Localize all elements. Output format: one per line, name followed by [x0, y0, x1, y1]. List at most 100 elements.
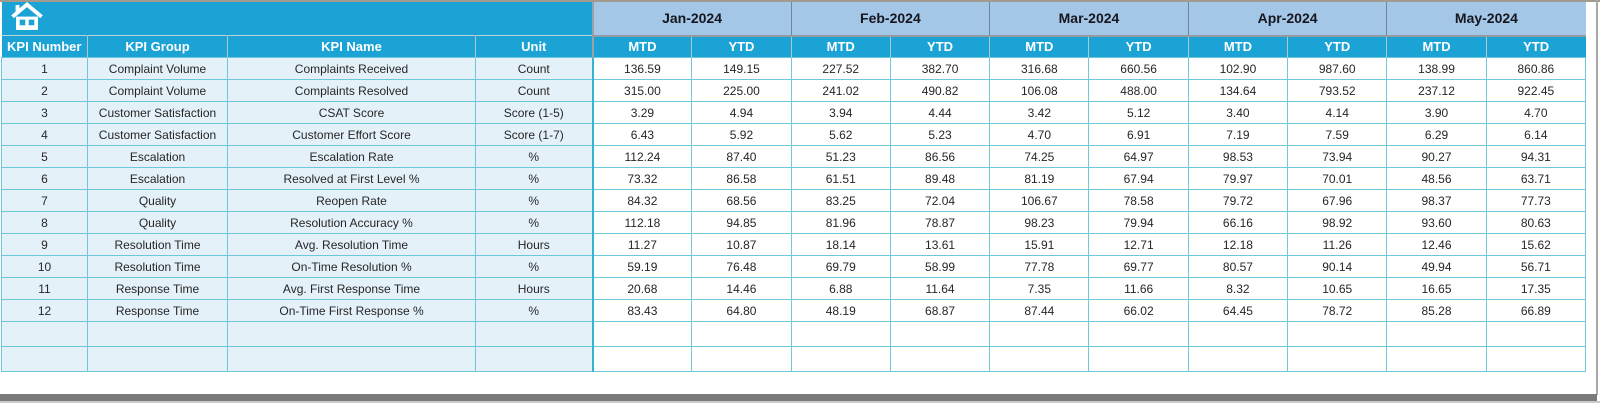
value-cell[interactable]: 112.18: [591, 211, 693, 234]
value-cell[interactable]: 86.58: [691, 167, 792, 190]
value-cell[interactable]: 81.19: [989, 167, 1090, 190]
value-cell[interactable]: 5.12: [1088, 101, 1189, 124]
value-cell[interactable]: [889, 346, 991, 372]
kpi-number-cell[interactable]: 5: [1, 145, 88, 168]
kpi-number-cell[interactable]: 4: [1, 123, 88, 146]
value-cell[interactable]: 6.88: [790, 277, 891, 300]
value-cell[interactable]: 382.70: [889, 57, 991, 80]
subheader-may-ytd[interactable]: YTD: [1485, 35, 1586, 58]
kpi-name-cell[interactable]: Avg. First Response Time: [227, 277, 476, 300]
kpi-name-cell[interactable]: Complaints Resolved: [227, 79, 476, 102]
value-cell[interactable]: 98.53: [1187, 145, 1289, 168]
unit-cell[interactable]: %: [475, 299, 594, 322]
value-cell[interactable]: 76.48: [691, 255, 792, 278]
value-cell[interactable]: [989, 346, 1090, 372]
value-cell[interactable]: 315.00: [591, 79, 693, 102]
month-header-apr[interactable]: Apr-2024: [1187, 2, 1387, 37]
value-cell[interactable]: 48.56: [1386, 167, 1487, 190]
value-cell[interactable]: 68.56: [691, 189, 792, 212]
unit-cell[interactable]: %: [475, 145, 594, 168]
value-cell[interactable]: 12.18: [1187, 233, 1289, 256]
value-cell[interactable]: 6.91: [1088, 123, 1189, 146]
kpi-number-cell[interactable]: [1, 346, 88, 372]
value-cell[interactable]: 66.16: [1187, 211, 1289, 234]
value-cell[interactable]: [1287, 346, 1388, 372]
value-cell[interactable]: [1485, 321, 1587, 347]
kpi-group-cell[interactable]: Customer Satisfaction: [87, 123, 228, 146]
unit-cell[interactable]: Count: [475, 57, 594, 80]
value-cell[interactable]: 149.15: [691, 57, 792, 80]
column-header-kpi-number[interactable]: KPI Number: [1, 35, 88, 58]
value-cell[interactable]: 90.14: [1287, 255, 1388, 278]
value-cell[interactable]: 66.89: [1485, 299, 1587, 322]
value-cell[interactable]: 136.59: [591, 57, 693, 80]
value-cell[interactable]: 15.62: [1485, 233, 1587, 256]
value-cell[interactable]: 138.99: [1386, 57, 1487, 80]
kpi-group-cell[interactable]: Quality: [87, 189, 228, 212]
value-cell[interactable]: [1386, 346, 1487, 372]
kpi-number-cell[interactable]: 1: [1, 57, 88, 80]
subheader-feb-mtd[interactable]: MTD: [790, 35, 891, 58]
unit-cell[interactable]: %: [475, 255, 594, 278]
subheader-mar-mtd[interactable]: MTD: [989, 35, 1089, 58]
value-cell[interactable]: 84.32: [591, 189, 693, 212]
kpi-group-cell[interactable]: [87, 346, 228, 372]
value-cell[interactable]: 73.94: [1287, 145, 1388, 168]
column-header-kpi-name[interactable]: KPI Name: [227, 35, 476, 58]
kpi-group-cell[interactable]: Customer Satisfaction: [87, 101, 228, 124]
value-cell[interactable]: 94.85: [691, 211, 792, 234]
value-cell[interactable]: 106.67: [989, 189, 1090, 212]
kpi-number-cell[interactable]: 11: [1, 277, 88, 300]
home-button[interactable]: [10, 2, 45, 30]
value-cell[interactable]: 922.45: [1485, 79, 1587, 102]
kpi-name-cell[interactable]: On-Time First Response %: [227, 299, 476, 322]
column-header-unit[interactable]: Unit: [475, 35, 593, 58]
value-cell[interactable]: 3.42: [989, 101, 1090, 124]
value-cell[interactable]: 87.40: [691, 145, 792, 168]
value-cell[interactable]: 4.70: [1485, 101, 1587, 124]
value-cell[interactable]: 83.25: [790, 189, 891, 212]
value-cell[interactable]: 225.00: [691, 79, 792, 102]
kpi-name-cell[interactable]: [227, 346, 476, 372]
value-cell[interactable]: 77.78: [989, 255, 1090, 278]
value-cell[interactable]: 72.04: [889, 189, 991, 212]
value-cell[interactable]: 3.40: [1187, 101, 1289, 124]
value-cell[interactable]: 488.00: [1088, 79, 1189, 102]
value-cell[interactable]: 69.79: [790, 255, 891, 278]
value-cell[interactable]: 660.56: [1088, 57, 1189, 80]
value-cell[interactable]: [1088, 321, 1189, 347]
kpi-number-cell[interactable]: 10: [1, 255, 88, 278]
unit-cell[interactable]: [475, 321, 594, 347]
value-cell[interactable]: 56.71: [1485, 255, 1587, 278]
value-cell[interactable]: [1386, 321, 1487, 347]
value-cell[interactable]: 90.27: [1386, 145, 1487, 168]
value-cell[interactable]: 80.63: [1485, 211, 1587, 234]
value-cell[interactable]: [889, 321, 991, 347]
value-cell[interactable]: 83.43: [591, 299, 693, 322]
kpi-number-cell[interactable]: 7: [1, 189, 88, 212]
value-cell[interactable]: [989, 321, 1090, 347]
value-cell[interactable]: [1287, 321, 1388, 347]
value-cell[interactable]: 5.23: [889, 123, 991, 146]
value-cell[interactable]: 67.96: [1287, 189, 1388, 212]
value-cell[interactable]: 13.61: [889, 233, 991, 256]
kpi-number-cell[interactable]: 2: [1, 79, 88, 102]
value-cell[interactable]: 316.68: [989, 57, 1090, 80]
kpi-number-cell[interactable]: 12: [1, 299, 88, 322]
value-cell[interactable]: 12.46: [1386, 233, 1487, 256]
value-cell[interactable]: 15.91: [989, 233, 1090, 256]
value-cell[interactable]: 17.35: [1485, 277, 1587, 300]
value-cell[interactable]: 4.44: [889, 101, 991, 124]
value-cell[interactable]: 79.94: [1088, 211, 1189, 234]
value-cell[interactable]: 58.99: [889, 255, 991, 278]
value-cell[interactable]: [691, 346, 792, 372]
kpi-group-cell[interactable]: Resolution Time: [87, 255, 228, 278]
value-cell[interactable]: [1187, 321, 1289, 347]
value-cell[interactable]: 10.87: [691, 233, 792, 256]
value-cell[interactable]: 4.70: [989, 123, 1090, 146]
value-cell[interactable]: 98.23: [989, 211, 1090, 234]
value-cell[interactable]: 793.52: [1287, 79, 1388, 102]
kpi-group-cell[interactable]: Complaint Volume: [87, 79, 228, 102]
value-cell[interactable]: 80.57: [1187, 255, 1289, 278]
subheader-jan-mtd[interactable]: MTD: [591, 35, 692, 58]
